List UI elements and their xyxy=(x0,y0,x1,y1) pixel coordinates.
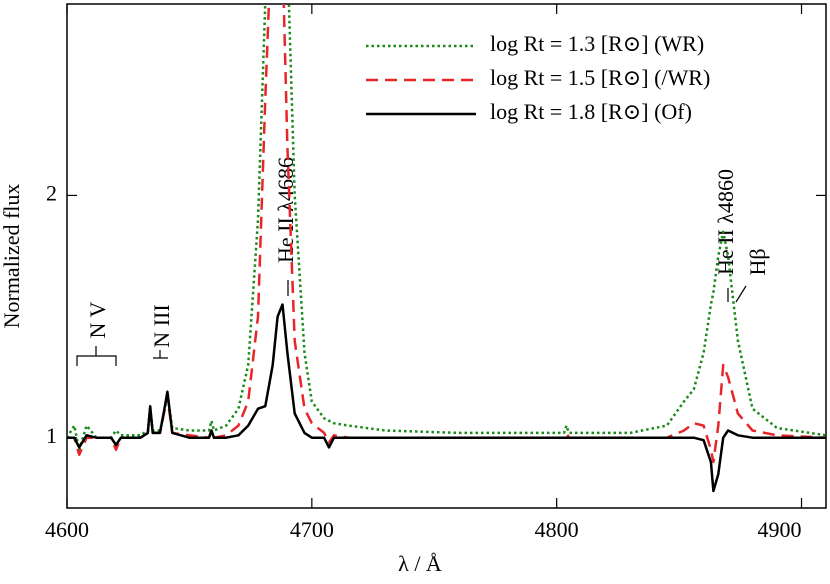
legend-label: log Rt = 1.8 [R⊙] (Of) xyxy=(490,99,692,124)
nv-bracket xyxy=(76,346,117,366)
annotation: Hβ xyxy=(745,248,770,275)
legend-label: log Rt = 1.3 [R⊙] (WR) xyxy=(490,31,704,56)
series-line xyxy=(67,303,826,493)
series-line xyxy=(67,4,826,464)
x-tick-label: 4700 xyxy=(290,517,334,542)
legend-label: log Rt = 1.5 [R⊙] (/WR) xyxy=(490,65,710,90)
y-axis-label: Normalized flux xyxy=(0,184,24,329)
x-tick-label: 4600 xyxy=(45,517,89,542)
niii-bracket xyxy=(153,350,168,359)
y-tick-label: 2 xyxy=(46,180,57,205)
x-tick-label: 4800 xyxy=(535,517,579,542)
x-axis-label: λ / Å xyxy=(398,551,442,576)
plot-frame xyxy=(66,3,827,509)
annotation: He II λ4686 xyxy=(273,157,298,263)
annotation: N V xyxy=(85,301,110,338)
annotation: N III xyxy=(149,304,174,347)
annotation: He II λ4860 xyxy=(713,169,738,275)
y-tick-label: 1 xyxy=(46,423,57,448)
x-tick-label: 4900 xyxy=(758,517,802,542)
hb-ticks xyxy=(727,285,747,303)
